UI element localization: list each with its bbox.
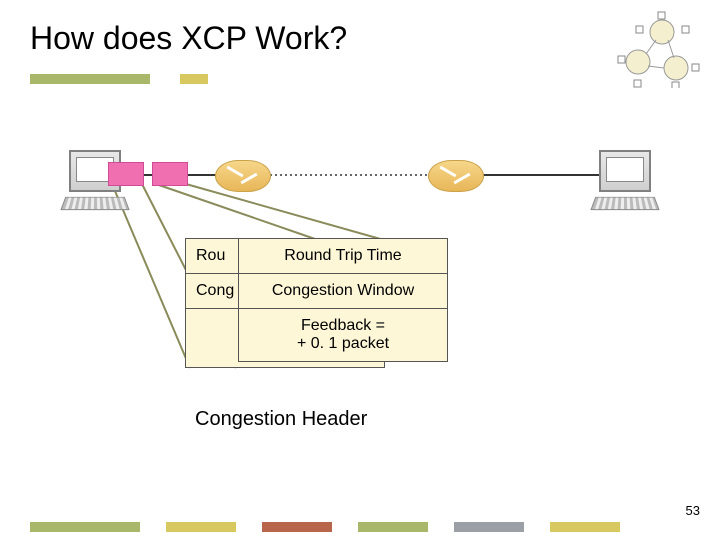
slide: How does XCP Work? (0, 0, 720, 540)
router-right-icon (428, 160, 484, 192)
congestion-header-label: Congestion Header (195, 408, 367, 431)
feedback-line1: Feedback = (243, 317, 443, 335)
diagram-area: Rou Cong Round Trip Time Congestion Wind… (0, 0, 720, 540)
card-row-feedback: Feedback = + 0. 1 packet (239, 309, 447, 361)
page-number: 53 (686, 503, 700, 518)
router-left-icon (215, 160, 271, 192)
packet-icon (152, 162, 188, 186)
card-row-cwnd: Congestion Window (239, 274, 447, 309)
packet-icon (108, 162, 144, 186)
card-row-rtt: Round Trip Time (239, 239, 447, 274)
congestion-header-card-front: Round Trip Time Congestion Window Feedba… (238, 238, 448, 362)
bottom-accent-stripe (30, 522, 620, 532)
feedback-line2: + 0. 1 packet (243, 335, 443, 353)
host-right-icon (590, 150, 660, 211)
